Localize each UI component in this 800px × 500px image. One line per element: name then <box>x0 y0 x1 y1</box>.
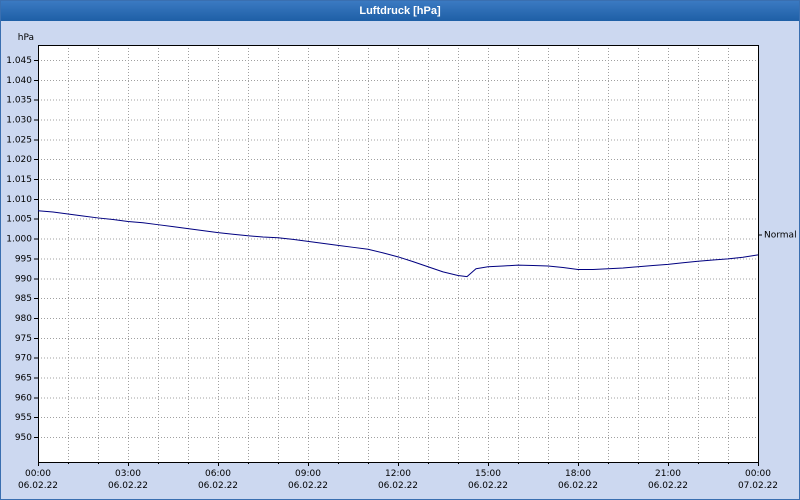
window-titlebar: Luftdruck [hPa] <box>1 1 799 21</box>
x-tick-date-label: 06.02.22 <box>558 481 598 491</box>
x-tick-time-label: 18:00 <box>565 469 591 479</box>
x-tick-date-label: 07.02.22 <box>738 481 778 491</box>
pressure-chart: 1.045 1.040 1.035 1.030 1.025 1.020 1.015 1.010… <box>6 33 797 491</box>
x-tick-date-label: 06.02.22 <box>198 481 238 491</box>
y-tick-label: 955 <box>15 413 32 423</box>
x-tick-time-label: 00:00 <box>745 469 771 479</box>
x-tick-date-label: 06.02.22 <box>18 481 58 491</box>
x-tick-time-label: 00:00 <box>25 469 51 479</box>
chart-panel: 1.045 1.040 1.035 1.030 1.025 1.020 1.015 1.010… <box>1 21 799 499</box>
x-tick-date-label: 06.02.22 <box>108 481 148 491</box>
y-tick-label: 985 <box>15 294 32 304</box>
normal-pressure-label: Normal <box>764 231 797 241</box>
x-tick-date-label: 06.02.22 <box>648 481 688 491</box>
window-title: Luftdruck [hPa] <box>359 5 441 17</box>
x-tick-date-label: 06.02.22 <box>468 481 508 491</box>
x-tick-time-label: 15:00 <box>475 469 501 479</box>
y-tick-label: 965 <box>15 373 32 383</box>
y-tick-label: 950 <box>15 433 32 443</box>
y-tick-label: 1.030 <box>6 116 32 126</box>
y-tick-label: 1.045 <box>6 56 32 66</box>
y-tick-label: 1.000 <box>6 235 32 245</box>
x-tick-time-label: 21:00 <box>655 469 681 479</box>
axis-ticks <box>34 60 762 466</box>
y-tick-label: 1.020 <box>6 155 32 165</box>
x-tick-date-label: 06.02.22 <box>288 481 328 491</box>
x-tick-time-label: 06:00 <box>205 469 231 479</box>
y-tick-label: 960 <box>15 393 32 403</box>
x-axis-labels: 00:00 06.02.22 03:00 06.02.22 06:00 06.02.22 0… <box>18 469 778 491</box>
x-tick-date-label: 06.02.22 <box>378 481 418 491</box>
y-tick-label: 975 <box>15 334 32 344</box>
y-tick-label: 1.010 <box>6 195 32 205</box>
y-axis-unit-label: hPa <box>18 33 34 43</box>
y-tick-label: 1.040 <box>6 76 32 86</box>
y-tick-label: 1.015 <box>6 175 32 185</box>
y-tick-label: 990 <box>15 274 32 284</box>
x-tick-time-label: 09:00 <box>295 469 321 479</box>
y-tick-label: 995 <box>15 254 32 264</box>
pressure-line <box>37 210 759 278</box>
x-tick-time-label: 12:00 <box>385 469 411 479</box>
y-tick-label: 1.025 <box>6 135 32 145</box>
gridlines <box>38 45 758 462</box>
y-tick-label: 970 <box>15 354 32 364</box>
y-tick-label: 1.035 <box>6 96 32 106</box>
x-tick-time-label: 03:00 <box>115 469 141 479</box>
y-tick-label: 980 <box>15 314 32 324</box>
y-axis-labels: 1.045 1.040 1.035 1.030 1.025 1.020 1.015 1.010… <box>6 56 32 443</box>
y-tick-label: 1.005 <box>6 215 32 225</box>
